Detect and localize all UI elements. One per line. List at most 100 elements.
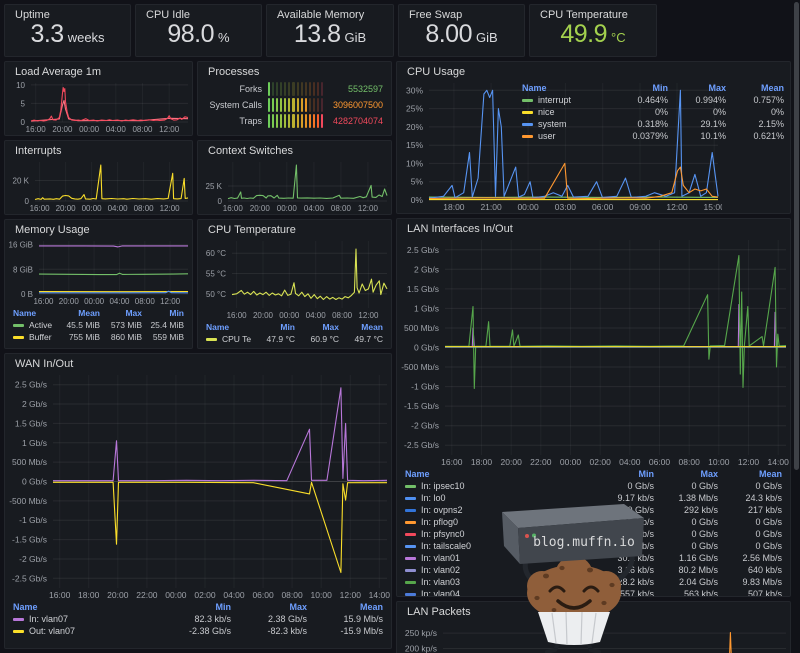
stat-value-group: 98.0 % — [136, 20, 261, 56]
legend-row[interactable]: In: tailscale0 0 Gb/s 0 Gb/s 0 Gb/s — [405, 540, 782, 552]
context-switches-chart[interactable]: 0 25 K 16:00 20:00 00:00 04:00 08:00 12:00 — [198, 158, 391, 214]
svg-text:18:00: 18:00 — [471, 457, 493, 467]
svg-text:12:00: 12:00 — [160, 297, 181, 306]
panel-title[interactable]: Processes — [208, 66, 260, 78]
processes-gauge: Forks 5532597 System Calls 3096007500 Traps 4… — [198, 79, 391, 135]
svg-text:10: 10 — [16, 81, 25, 90]
chart-canvas: 2.5 Gb/s 2 Gb/s 1.5 Gb/s 1 Gb/s 500 Mb/s 0 Gb… — [9, 375, 390, 600]
svg-text:2 Gb/s: 2 Gb/s — [22, 399, 47, 409]
svg-text:-1 Gb/s: -1 Gb/s — [411, 382, 439, 392]
panel-title[interactable]: WAN In/Out — [15, 358, 74, 370]
panel-title[interactable]: LAN Interfaces In/Out — [407, 223, 513, 235]
legend-row[interactable]: In: vlan03 28.2 kb/s 2.04 Gb/s 9.83 Mb/s — [405, 576, 782, 588]
legend-row[interactable]: interrupt 0.464% 0.994% 0.757% — [522, 94, 784, 106]
memory-usage-chart[interactable]: 0 B 8 GiB 16 GiB 16:00 20:00 00:00 04:00 08:00 1… — [5, 237, 192, 307]
svg-text:15%: 15% — [406, 140, 423, 150]
panel-title[interactable]: CPU Usage — [407, 66, 466, 78]
svg-text:-2 Gb/s: -2 Gb/s — [411, 421, 439, 431]
svg-text:12:00: 12:00 — [666, 202, 688, 212]
svg-text:20:00: 20:00 — [52, 125, 73, 134]
panel-interrupts: Interrupts 0 20 K 16:00 20:00 00:00 04:00 08:0… — [4, 140, 193, 215]
svg-text:18:00: 18:00 — [443, 202, 465, 212]
svg-text:2 Gb/s: 2 Gb/s — [414, 264, 439, 274]
panel-title[interactable]: Memory Usage — [15, 224, 90, 236]
panel-title[interactable]: Load Average 1m — [15, 66, 102, 78]
panel-processes: Processes Forks 5532597 System Calls 309600… — [197, 61, 392, 136]
scrollbar-thumb[interactable] — [794, 2, 799, 470]
panel-title[interactable]: Context Switches — [208, 145, 293, 157]
led-gauge — [268, 98, 324, 112]
svg-text:12:00: 12:00 — [738, 457, 760, 467]
panel-title[interactable]: Interrupts — [15, 145, 62, 157]
stat-value-group: 13.8 GiB — [267, 20, 393, 56]
panel-lan-interfaces: LAN Interfaces In/Out 2.5 Gb/s 2 Gb/s 1.5 … — [396, 218, 791, 597]
svg-text:02:00: 02:00 — [590, 457, 612, 467]
svg-text:00:00: 00:00 — [560, 457, 582, 467]
svg-text:22:00: 22:00 — [530, 457, 552, 467]
legend-row[interactable]: CPU Temp47.9 °C60.9 °C49.7 °C — [206, 333, 383, 345]
svg-text:-500 Mb/s: -500 Mb/s — [9, 496, 47, 506]
legend-row[interactable]: In: vlan07 82.3 kb/s 2.38 Gb/s 15.9 Mb/s — [13, 613, 383, 625]
wan-inout-legend: Name Min Max Mean In: vlan07 82.3 kb/s 2.38 Gb… — [5, 601, 391, 640]
svg-text:06:00: 06:00 — [252, 590, 274, 600]
svg-text:09:00: 09:00 — [629, 202, 651, 212]
legend-row[interactable]: Active 45.5 MiB 573 MiB 25.4 MiB — [13, 319, 184, 331]
svg-text:12:00: 12:00 — [358, 204, 379, 213]
legend-row[interactable]: In: vlan01 30.1 kb/s 1.16 Gb/s 2.56 Mb/s — [405, 552, 782, 564]
svg-text:00:00: 00:00 — [517, 202, 539, 212]
legend-row[interactable]: In: pfsync0 0 Gb/s 0 Gb/s 0 Gb/s — [405, 528, 782, 540]
svg-text:10%: 10% — [406, 158, 423, 168]
panel-cpu-usage: CPU Usage 0% 5% 10% 15% 20% 25% 30% 18:00 21:00 0… — [396, 61, 791, 214]
legend-row[interactable]: In: ovpns2 0 Gb/s 292 kb/s 217 kb/s — [405, 504, 782, 516]
panel-cpu-temperature-chart: CPU Temperature 50 °C 55 °C 60 °C 16:00 20:0… — [197, 219, 392, 349]
svg-text:02:00: 02:00 — [194, 590, 216, 600]
panel-memory-usage: Memory Usage 0 B 8 GiB 16 GiB 16:00 20:00 00:… — [4, 219, 193, 349]
series-swatch — [522, 134, 533, 138]
legend-row[interactable]: In: lo0 9.17 kb/s 1.38 Mb/s 24.3 kb/s — [405, 492, 782, 504]
legend-header: Name Mean Max Min — [13, 308, 184, 318]
wan-inout-chart[interactable]: 2.5 Gb/s 2 Gb/s 1.5 Gb/s 1 Gb/s 500 Mb/s 0 Gb… — [5, 371, 391, 601]
svg-text:-1 Gb/s: -1 Gb/s — [19, 515, 47, 525]
cpu-temperature-chart[interactable]: 50 °C 55 °C 60 °C 16:00 20:00 00:00 04:00 08:00… — [198, 237, 391, 321]
svg-text:0: 0 — [218, 197, 223, 206]
legend-row[interactable]: In: vlan04 557 kb/s 563 kb/s 507 kb/s — [405, 588, 782, 596]
legend-row[interactable]: In: pflog0 0 Gb/s 0 Gb/s 0 Gb/s — [405, 516, 782, 528]
legend-row[interactable]: nice 0% 0% 0% — [522, 106, 784, 118]
series-swatch — [405, 520, 416, 524]
interrupts-chart[interactable]: 0 20 K 16:00 20:00 00:00 04:00 08:00 12:00 — [5, 158, 192, 214]
svg-text:00:00: 00:00 — [84, 297, 105, 306]
svg-text:06:00: 06:00 — [649, 457, 671, 467]
series-swatch — [522, 110, 533, 114]
svg-text:50 °C: 50 °C — [206, 290, 226, 299]
legend-row[interactable]: Buffer 755 MiB 860 MiB 559 MiB — [13, 331, 184, 343]
svg-text:03:00: 03:00 — [555, 202, 577, 212]
svg-text:1 Gb/s: 1 Gb/s — [22, 438, 47, 448]
stat-unit: weeks — [67, 30, 105, 45]
svg-text:04:00: 04:00 — [109, 297, 130, 306]
panel-lan-packets: LAN Packets 250 kp/s 200 kp/s — [396, 601, 791, 653]
load-average-chart[interactable]: 0 5 10 16:00 20:00 00:00 04:00 08:00 12:00 — [5, 79, 192, 135]
memory-legend: Name Mean Max Min Active 45.5 MiB 573 MiB 25.4 … — [5, 307, 192, 346]
stat-unit: GiB — [476, 30, 498, 45]
legend-row[interactable]: Out: vlan07 -2.38 Gb/s -82.3 kb/s -15.9 Mb/… — [13, 625, 383, 637]
svg-text:8 GiB: 8 GiB — [13, 265, 33, 274]
svg-text:20:00: 20:00 — [59, 297, 80, 306]
legend-row[interactable]: In: ipsec10 0 Gb/s 0 Gb/s 0 Gb/s — [405, 480, 782, 492]
svg-text:22:00: 22:00 — [136, 590, 158, 600]
svg-text:-500 Mb/s: -500 Mb/s — [401, 362, 439, 372]
panel-title[interactable]: CPU Temperature — [208, 224, 296, 236]
chart-canvas: 50 °C 55 °C 60 °C 16:00 20:00 00:00 04:00 08:00… — [206, 241, 388, 320]
svg-text:00:00: 00:00 — [279, 311, 300, 320]
svg-text:12:00: 12:00 — [160, 204, 181, 213]
lan-packets-chart[interactable]: 250 kp/s 200 kp/s — [397, 619, 790, 653]
lan-interfaces-chart[interactable]: 2.5 Gb/s 2 Gb/s 1.5 Gb/s 1 Gb/s 500 Mb/s 0 Gb… — [397, 236, 790, 468]
cpu-usage-chart[interactable]: 0% 5% 10% 15% 20% 25% 30% 18:00 21:00 00:00 03:00 0… — [397, 79, 722, 213]
chart-canvas: 0 20 K 16:00 20:00 00:00 04:00 08:00 12:00 — [13, 162, 189, 213]
legend-row[interactable]: system 0.318% 29.1% 2.15% — [522, 118, 784, 130]
svg-text:-1.5 Gb/s: -1.5 Gb/s — [404, 401, 439, 411]
svg-text:16:00: 16:00 — [227, 311, 248, 320]
legend-row[interactable]: In: vlan02 3.16 kb/s 80.2 Mb/s 640 kb/s — [405, 564, 782, 576]
legend-row[interactable]: user 0.0379% 10.1% 0.621% — [522, 130, 784, 142]
panel-title[interactable]: LAN Packets — [407, 606, 471, 618]
